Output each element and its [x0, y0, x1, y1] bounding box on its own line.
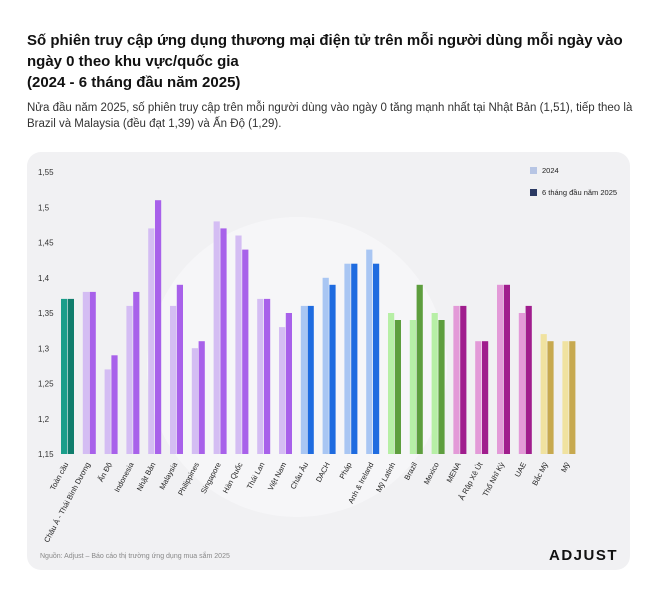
- legend-swatch-2024: [530, 167, 537, 174]
- x-tick-label: Thổ Nhĩ Kỳ: [481, 460, 507, 498]
- bar-2025: [89, 291, 96, 454]
- bar-2025: [438, 320, 445, 454]
- bar-2024: [388, 313, 395, 454]
- bars: [61, 200, 576, 454]
- y-tick-label: 1,3: [38, 344, 50, 353]
- bar-2024: [453, 305, 460, 454]
- y-axis: 1,15 1,2 1,25 1,3 1,35 1,4 1,45 1,5 1,55: [38, 168, 54, 459]
- bar-2024: [409, 320, 416, 454]
- bar-2025: [67, 298, 74, 454]
- bar-2024: [300, 305, 307, 454]
- x-tick-label: UAE: [513, 461, 528, 479]
- x-tick-label: Bắc Mỹ: [530, 461, 550, 488]
- bar-2024: [104, 369, 111, 454]
- y-tick-label: 1,15: [38, 450, 54, 459]
- bar-2024: [170, 305, 177, 454]
- y-tick-label: 1,2: [38, 415, 50, 424]
- legend-item-2025: 6 tháng đầu năm 2025: [530, 188, 617, 197]
- adjust-logo: ADJUST: [548, 547, 618, 564]
- bar-2024: [235, 235, 242, 454]
- bar-2025: [220, 228, 227, 454]
- bar-2024: [344, 263, 351, 454]
- bar-2024: [213, 221, 220, 454]
- y-tick-label: 1,35: [38, 309, 54, 318]
- bar-2024: [540, 334, 547, 454]
- bar-2024: [475, 341, 482, 454]
- x-tick-label: Mỹ: [559, 460, 572, 473]
- bar-2024: [257, 298, 264, 454]
- bar-2024: [82, 291, 89, 454]
- page-subtitle: Nửa đầu năm 2025, số phiên truy cập trên…: [27, 102, 633, 130]
- bar-2025: [416, 284, 423, 454]
- x-tick-label: Mexico: [422, 461, 441, 486]
- bar-2025: [394, 320, 401, 454]
- bar-2024: [366, 249, 373, 454]
- bar-2025: [285, 313, 292, 454]
- bar-2025: [111, 355, 118, 454]
- y-tick-label: 1,55: [38, 168, 54, 177]
- y-tick-label: 1,25: [38, 380, 54, 389]
- x-tick-label: Ấn Độ: [95, 460, 114, 483]
- page-title: Số phiên truy cập ứng dụng thương mại đi…: [27, 32, 623, 91]
- bar-2025: [503, 284, 510, 454]
- bar-2025: [264, 298, 271, 454]
- bar-2025: [242, 249, 249, 454]
- x-tick-label: MENA: [445, 461, 463, 484]
- source-note: Nguồn: Adjust – Báo cáo thị trường ứng d…: [40, 553, 230, 560]
- x-tick-label: Malaysia: [157, 460, 179, 491]
- legend-label-2025: 6 tháng đầu năm 2025: [542, 188, 618, 197]
- x-tick-label: Châu Á - Thái Bình Dương: [42, 461, 92, 544]
- bar-2025: [373, 263, 380, 454]
- bar-2025: [329, 284, 336, 454]
- legend-item-2024: 2024: [530, 166, 559, 175]
- bar-chart: 1,15 1,2 1,25 1,3 1,35 1,4 1,45 1,5 1,55 Toàn cầ…: [38, 168, 576, 544]
- bar-2025: [569, 341, 576, 454]
- bar-2024: [148, 228, 155, 454]
- y-tick-label: 1,5: [38, 203, 50, 212]
- bar-2025: [460, 305, 467, 454]
- y-tick-label: 1,45: [38, 239, 54, 248]
- bar-2024: [126, 305, 133, 454]
- x-tick-label: Nhật Bản: [135, 461, 158, 493]
- legend-swatch-2025: [530, 189, 537, 196]
- bar-2024: [562, 341, 569, 454]
- bar-2025: [547, 341, 554, 454]
- y-tick-label: 1,4: [38, 274, 50, 283]
- bar-2024: [322, 277, 329, 454]
- bar-2024: [279, 327, 286, 454]
- bar-2025: [198, 341, 205, 454]
- chart-panel: 1,15 1,2 1,25 1,3 1,35 1,4 1,45 1,5 1,55 Toàn cầ…: [27, 152, 630, 570]
- bar-2025: [133, 291, 140, 454]
- x-tick-label: Toàn cầu: [48, 461, 70, 492]
- bar-2025: [351, 263, 358, 454]
- legend-label-2024: 2024: [542, 166, 559, 175]
- bar-2025: [525, 305, 532, 454]
- bar-2025: [307, 305, 314, 454]
- bar-2025: [176, 284, 183, 454]
- bar-2025: [482, 341, 489, 454]
- bar-2024: [431, 313, 438, 454]
- bar-2024: [191, 348, 198, 454]
- bar-2024: [497, 284, 504, 454]
- x-tick-label: Indonesia: [112, 460, 136, 494]
- bar-2025: [155, 200, 162, 454]
- bar-2024: [518, 313, 525, 454]
- bar-2024: [61, 298, 68, 454]
